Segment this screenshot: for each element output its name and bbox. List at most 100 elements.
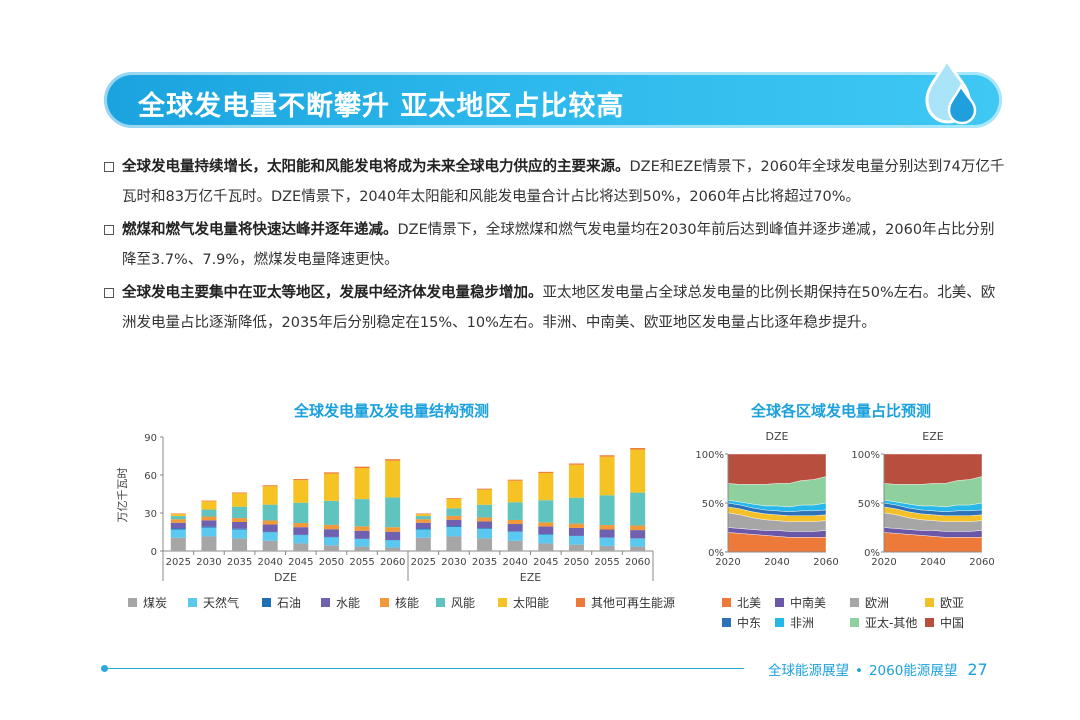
bar-segment-nuclear	[293, 523, 309, 528]
legend-label: 风能	[451, 596, 476, 610]
bar-segment-other_renewable	[293, 479, 309, 481]
footer-line	[104, 668, 744, 669]
bar-segment-other_renewable	[262, 485, 278, 487]
bar-segment-hydro	[630, 530, 646, 539]
footer-separator: •	[855, 663, 863, 679]
bar-segment-gas	[323, 537, 339, 546]
bar-segment-hydro	[385, 531, 401, 540]
bar-segment-oil	[507, 531, 523, 532]
bar-segment-nuclear	[507, 519, 523, 525]
bar-segment-wind	[354, 499, 370, 527]
legend-swatch	[380, 598, 389, 607]
x-tick-label: 2060	[969, 557, 994, 568]
legend-swatch	[188, 598, 197, 607]
legend-item-central_south_america: 中南美	[775, 594, 826, 611]
x-tick-label: 2060	[625, 557, 650, 568]
legend-item-wind: 风能	[436, 594, 475, 611]
bar-segment-solar	[568, 464, 584, 498]
bar-segment-hydro	[446, 519, 462, 527]
bar-segment-nuclear	[477, 517, 493, 522]
y-tick-label: 90	[144, 433, 157, 444]
x-tick-label: 2020	[715, 557, 740, 568]
bar-segment-solar	[262, 486, 278, 505]
bar-segment-wind	[538, 500, 554, 523]
bar-segment-hydro	[538, 526, 554, 535]
y-tick-label: 100%	[695, 450, 724, 461]
x-tick-label: 2025	[166, 557, 191, 568]
bar-segment-solar	[293, 480, 309, 503]
bar-segment-other_renewable	[232, 492, 248, 494]
area-china	[883, 453, 983, 485]
bar-segment-coal	[354, 546, 370, 551]
legend-label: 石油	[277, 596, 302, 610]
bar-segment-oil	[538, 534, 554, 535]
panel-label: EZE	[922, 430, 943, 443]
footer-report-title: 2060能源展望	[868, 663, 958, 679]
legend-swatch	[436, 598, 445, 607]
legend-swatch	[722, 618, 731, 627]
area-chart-title: 全球各区域发电量占比预测	[751, 402, 932, 420]
bar-segment-solar	[170, 514, 186, 517]
y-tick-label: 60	[144, 471, 157, 482]
bar-chart-title: 全球发电量及发电量结构预测	[294, 402, 490, 420]
bar-segment-hydro	[201, 520, 217, 527]
bar-segment-oil	[293, 534, 309, 536]
bar-segment-nuclear	[262, 520, 278, 525]
bar-segment-solar	[354, 468, 370, 500]
bar-segment-coal	[446, 536, 462, 551]
legend-item-asia_pacific_other: 亚太-其他	[850, 614, 917, 631]
bar-segment-nuclear	[385, 527, 401, 532]
bar-segment-coal	[507, 540, 523, 551]
bar-segment-solar	[507, 480, 523, 503]
bar-segment-gas	[170, 529, 186, 538]
bar-segment-gas	[262, 532, 278, 541]
bar-segment-nuclear	[630, 525, 646, 531]
bar-segment-hydro	[507, 524, 523, 532]
bar-segment-hydro	[354, 530, 370, 539]
legend-item-africa: 非洲	[775, 614, 814, 631]
bar-segment-gas	[415, 529, 431, 538]
x-tick-label: 2050	[319, 557, 344, 568]
bar-segment-gas	[293, 535, 309, 544]
legend-label: 中南美	[790, 596, 827, 610]
legend-swatch	[128, 598, 137, 607]
bullet-item: 全球发电主要集中在亚太等地区，发展中经济体发电量稳步增加。亚太地区发电量占全球总…	[104, 278, 1009, 338]
legend-item-eurasia: 欧亚	[925, 594, 964, 611]
bar-segment-gas	[385, 540, 401, 548]
checkbox-icon	[104, 162, 114, 172]
bar-segment-wind	[201, 509, 217, 517]
legend-item-gas: 天然气	[188, 594, 239, 611]
bar-segment-coal	[170, 537, 186, 551]
bar-segment-wind	[170, 516, 186, 520]
x-tick-label: 2020	[871, 557, 896, 568]
legend-item-solar: 太阳能	[498, 594, 549, 611]
bar-segment-hydro	[323, 529, 339, 537]
legend-swatch	[321, 598, 330, 607]
legend-swatch	[925, 598, 934, 607]
bar-segment-oil	[170, 528, 186, 530]
bar-segment-nuclear	[232, 518, 248, 522]
bar-segment-wind	[599, 495, 615, 526]
bar-segment-wind	[568, 497, 584, 524]
legend-label: 水能	[336, 596, 361, 610]
bar-segment-wind	[446, 508, 462, 516]
bar-segment-nuclear	[323, 524, 339, 530]
bar-segment-nuclear	[446, 515, 462, 520]
bar-segment-other_renewable	[477, 488, 493, 490]
bar-segment-other_renewable	[385, 459, 401, 461]
legend-item-coal: 煤炭	[128, 594, 167, 611]
bar-segment-gas	[201, 527, 217, 537]
panel-label: DZE	[766, 430, 789, 443]
bar-segment-other_renewable	[568, 463, 584, 465]
bullet-text: DZE和EZE情景下，2060年全球发电量分别达到74万亿千瓦时和83万亿千瓦时…	[122, 159, 1005, 205]
area-chart-legend: 北美 中南美 欧洲 欧亚 中东 非洲 亚太-其他 中国	[722, 594, 1012, 634]
bar-segment-gas	[507, 531, 523, 541]
footer-book-title: 全球能源展望	[768, 663, 849, 679]
legend-swatch	[925, 618, 934, 627]
bar-segment-other_renewable	[446, 498, 462, 499]
x-tick-label: 2055	[594, 557, 619, 568]
area-china	[727, 453, 827, 485]
bar-segment-solar	[538, 472, 554, 501]
bar-segment-other_renewable	[630, 448, 646, 450]
y-tick-label: 50%	[702, 499, 724, 510]
